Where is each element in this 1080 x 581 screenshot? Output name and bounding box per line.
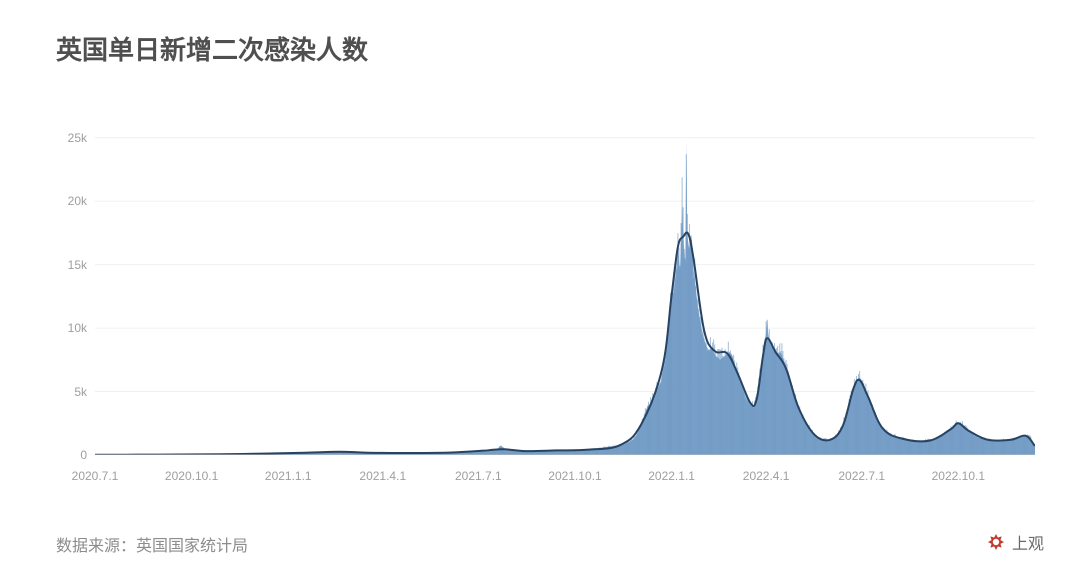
y-axis-tick-label: 20k bbox=[68, 194, 87, 208]
data-source-label: 数据来源：英国国家统计局 bbox=[56, 532, 248, 556]
chart-plot-area bbox=[95, 125, 1035, 455]
x-axis-tick-label: 2021.10.1 bbox=[548, 469, 601, 483]
publisher-logo-icon bbox=[986, 532, 1006, 552]
x-axis-tick-label: 2021.1.1 bbox=[265, 469, 312, 483]
chart-svg bbox=[95, 125, 1035, 455]
x-axis-tick-label: 2021.4.1 bbox=[359, 469, 406, 483]
chart-title: 英国单日新增二次感染人数 bbox=[56, 30, 368, 67]
x-axis-tick-label: 2022.1.1 bbox=[648, 469, 695, 483]
x-axis-tick-label: 2020.10.1 bbox=[165, 469, 218, 483]
x-axis-tick-label: 2022.10.1 bbox=[932, 469, 985, 483]
y-axis-tick-label: 15k bbox=[68, 258, 87, 272]
x-axis-tick-label: 2022.7.1 bbox=[838, 469, 885, 483]
y-axis-tick-label: 0 bbox=[80, 448, 87, 462]
publisher-logo-text: 上观 bbox=[1012, 530, 1044, 554]
y-axis-tick-label: 5k bbox=[74, 385, 87, 399]
y-axis-tick-label: 10k bbox=[68, 321, 87, 335]
x-axis-tick-label: 2020.7.1 bbox=[72, 469, 119, 483]
x-axis-tick-label: 2021.7.1 bbox=[455, 469, 502, 483]
publisher-logo: 上观 bbox=[986, 530, 1044, 554]
y-axis-tick-label: 25k bbox=[68, 131, 87, 145]
x-axis-tick-label: 2022.4.1 bbox=[743, 469, 790, 483]
chart-card: 英国单日新增二次感染人数 0 5k 10k 15k 20k 25k 2020.7.1 202… bbox=[0, 0, 1080, 581]
